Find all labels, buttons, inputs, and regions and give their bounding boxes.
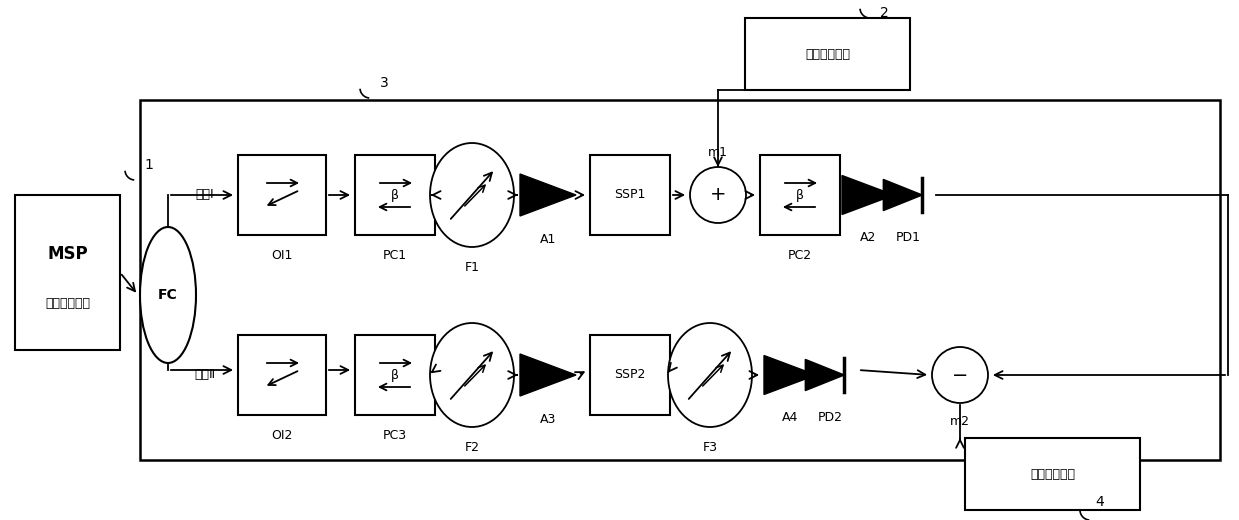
Text: A1: A1 bbox=[540, 233, 556, 246]
Bar bbox=[238, 335, 326, 415]
Polygon shape bbox=[843, 175, 895, 214]
Bar bbox=[965, 438, 1140, 510]
Text: A3: A3 bbox=[540, 413, 556, 426]
Circle shape bbox=[932, 347, 987, 403]
Text: F1: F1 bbox=[465, 261, 479, 274]
Text: F2: F2 bbox=[465, 441, 479, 454]
Text: A2: A2 bbox=[860, 231, 876, 244]
Text: FC: FC bbox=[159, 288, 178, 302]
Bar bbox=[356, 335, 435, 415]
Bar bbox=[745, 18, 909, 90]
Text: OI1: OI1 bbox=[271, 249, 292, 262]
Circle shape bbox=[690, 167, 746, 223]
Text: PC1: PC1 bbox=[383, 249, 408, 262]
Ellipse shape bbox=[430, 323, 514, 427]
Bar bbox=[15, 195, 120, 350]
Polygon shape bbox=[805, 359, 844, 391]
Text: 信道Ⅱ: 信道Ⅱ bbox=[195, 369, 216, 382]
Bar bbox=[140, 100, 1220, 460]
Text: 3: 3 bbox=[379, 76, 388, 90]
Text: PD2: PD2 bbox=[818, 411, 843, 424]
Text: PC3: PC3 bbox=[383, 429, 408, 442]
Polygon shape bbox=[520, 174, 576, 216]
Ellipse shape bbox=[140, 227, 196, 363]
Text: β: β bbox=[795, 188, 804, 201]
Text: PD1: PD1 bbox=[896, 231, 921, 244]
Text: β: β bbox=[392, 369, 399, 382]
Text: MSP: MSP bbox=[47, 245, 88, 263]
Text: 混沌驱动模块: 混沌驱动模块 bbox=[45, 297, 90, 310]
Polygon shape bbox=[520, 354, 576, 396]
Text: 2: 2 bbox=[880, 6, 888, 20]
Bar bbox=[356, 155, 435, 235]
Polygon shape bbox=[883, 179, 922, 211]
Text: 信号接收模块: 信号接收模块 bbox=[1030, 467, 1075, 480]
Bar bbox=[590, 335, 670, 415]
Text: +: + bbox=[710, 186, 726, 204]
Polygon shape bbox=[764, 356, 817, 395]
Text: −: − bbox=[952, 366, 968, 384]
Text: m1: m1 bbox=[707, 146, 729, 159]
Ellipse shape bbox=[430, 143, 514, 247]
Bar bbox=[760, 155, 840, 235]
Text: OI2: OI2 bbox=[271, 429, 292, 442]
Text: 4: 4 bbox=[1095, 495, 1104, 509]
Ellipse shape bbox=[668, 323, 752, 427]
Text: PC2: PC2 bbox=[788, 249, 812, 262]
Text: SSP1: SSP1 bbox=[615, 188, 646, 201]
Text: β: β bbox=[392, 188, 399, 201]
Bar bbox=[590, 155, 670, 235]
Bar bbox=[238, 155, 326, 235]
Text: SSP2: SSP2 bbox=[615, 369, 646, 382]
Text: 1: 1 bbox=[145, 158, 154, 172]
Text: 信号输入模块: 信号输入模块 bbox=[805, 47, 850, 60]
Text: m2: m2 bbox=[950, 415, 970, 428]
Text: F3: F3 bbox=[703, 441, 717, 454]
Text: 信道Ⅰ: 信道Ⅰ bbox=[196, 188, 214, 201]
Text: A4: A4 bbox=[782, 411, 798, 424]
